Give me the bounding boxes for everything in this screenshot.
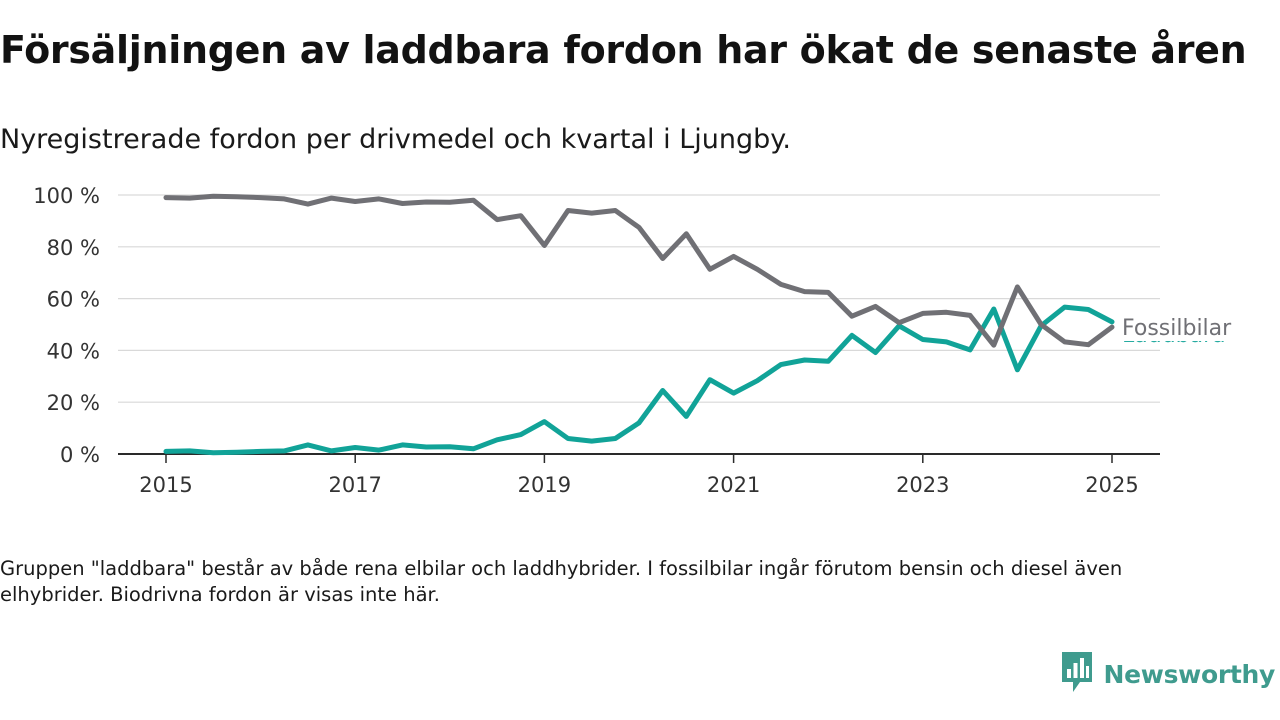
x-tick-label: 2021: [707, 473, 760, 497]
y-tick-label: 0 %: [60, 443, 100, 467]
footnote: Gruppen "laddbara" består av både rena e…: [0, 557, 1123, 606]
y-tick-label: 20 %: [47, 391, 100, 415]
x-tick-label: 2015: [139, 473, 192, 497]
label-halo: [1120, 313, 1242, 342]
y-tick-label: 40 %: [47, 339, 100, 363]
gridlines: [118, 194, 1160, 403]
series-line-laddbara: [163, 304, 1115, 456]
x-tick-label: 2019: [518, 473, 571, 497]
y-tick-label: 80 %: [47, 236, 100, 260]
series-lines: [163, 193, 1115, 456]
chart-title: Försäljningen av laddbara fordon har öka…: [0, 28, 1247, 72]
x-tick-label: 2017: [328, 473, 381, 497]
series-label-fossilbilar: Fossilbilar: [1122, 316, 1232, 341]
y-tick-label: 100 %: [33, 184, 100, 208]
newsworthy-brand[interactable]: Newsworthy: [1060, 650, 1276, 698]
newsworthy-logo-icon: [1060, 650, 1094, 698]
series-labels: LaddbaraFossilbilar: [1120, 313, 1242, 348]
axes: 0 % 20 % 40 % 60 % 80 % 100 % 2015 2017 2019 2021…: [33, 184, 1160, 497]
y-tick-label: 60 %: [47, 288, 100, 312]
x-tick-label: 2025: [1085, 473, 1138, 497]
x-tick-label: 2023: [896, 473, 949, 497]
brand-name: Newsworthy: [1103, 659, 1276, 689]
chart-subtitle: Nyregistrerade fordon per drivmedel och …: [0, 124, 791, 155]
line-chart: 0 % 20 % 40 % 60 % 80 % 100 % 2015 2017 2019 2021…: [33, 184, 1242, 497]
series-line-fossilbilar: [163, 193, 1115, 348]
